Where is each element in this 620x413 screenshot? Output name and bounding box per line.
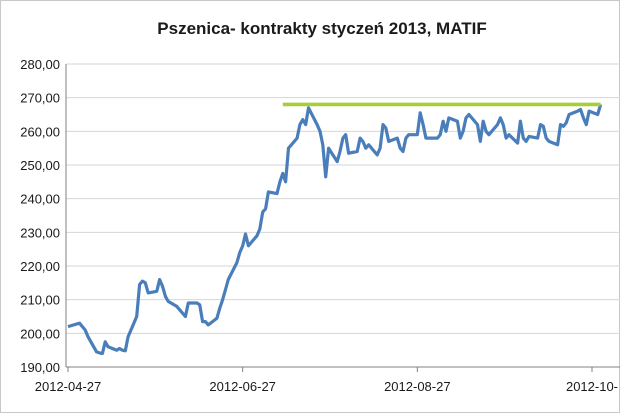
x-tick-label: 2012-06-27: [209, 379, 276, 394]
y-tick-label: 250,00: [20, 158, 60, 173]
y-tick-label: 220,00: [20, 259, 60, 274]
y-axis-tick-labels: 190,00 200,00 210,00 220,00 230,00 240,00 250,…: [20, 57, 60, 375]
series: [67, 102, 603, 356]
y-tick-label: 260,00: [20, 124, 60, 139]
x-tick-label: 2012-04-27: [35, 379, 102, 394]
y-tick-label: 200,00: [20, 326, 60, 341]
axes: [65, 64, 620, 372]
y-tick-label: 230,00: [20, 225, 60, 240]
x-tick-label: 2012-10-: [566, 379, 618, 394]
x-axis-tick-labels: 2012-04-27 2012-06-27 2012-08-27 2012-10-: [35, 379, 618, 394]
y-tick-label: 270,00: [20, 91, 60, 106]
price-series-line: [67, 103, 603, 356]
y-tick-label: 210,00: [20, 293, 60, 308]
y-tick-label: 280,00: [20, 57, 60, 72]
grid: [66, 63, 620, 334]
y-tick-label: 190,00: [20, 360, 60, 375]
y-tick-label: 240,00: [20, 192, 60, 207]
chart-title: Pszenica- kontrakty styczeń 2013, MATIF: [157, 19, 486, 38]
x-tick-label: 2012-08-27: [384, 379, 451, 394]
